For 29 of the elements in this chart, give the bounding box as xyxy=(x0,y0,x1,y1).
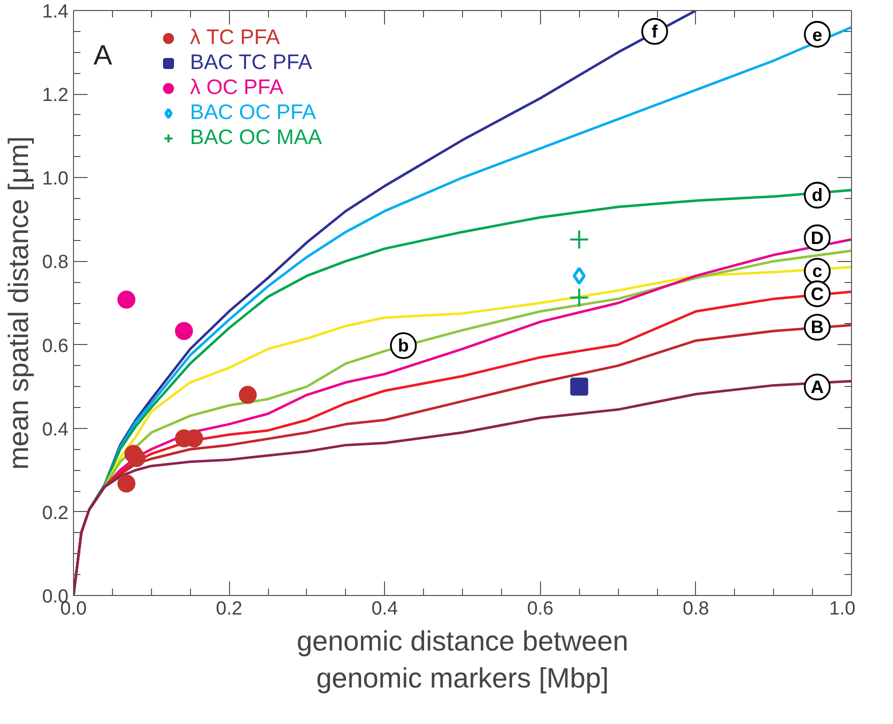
legend-label: BAC OC MAA xyxy=(190,126,322,150)
annotation: A xyxy=(94,40,112,70)
x-tick-label: 0.2 xyxy=(216,598,242,620)
x-tick-label: 0.4 xyxy=(371,598,398,620)
annotation: D xyxy=(810,228,824,248)
y-tick-label: 0.6 xyxy=(42,336,69,357)
annotation: B xyxy=(810,317,824,338)
y-axis-title: mean spatial distance [μm] xyxy=(3,136,34,470)
y-tick-label: 0.4 xyxy=(42,419,69,440)
x-tick-label: 0.6 xyxy=(527,598,554,620)
y-tick-label: 1.2 xyxy=(42,85,69,106)
x-tick-label: 0.8 xyxy=(682,598,710,620)
legend-label: λ TC PFA xyxy=(190,26,280,50)
y-tick-label: 1.0 xyxy=(42,168,69,190)
annotation: f xyxy=(652,21,659,42)
annotation: e xyxy=(812,24,822,45)
annotation: c xyxy=(812,261,822,282)
y-tick-label: 1.4 xyxy=(42,2,69,22)
annotation: d xyxy=(812,185,823,206)
legend-label: BAC TC PFA xyxy=(190,51,312,75)
y-tick-label: 0.8 xyxy=(42,252,69,274)
legend-label: BAC OC PFA xyxy=(190,101,316,125)
annotation: b xyxy=(398,336,409,356)
x-tick-label: 1.0 xyxy=(829,598,856,620)
legend-label: λ OC PFA xyxy=(190,76,284,100)
x-axis-title: genomic distance between genomic markers [Mbp] xyxy=(296,626,628,694)
y-tick-label: 0.2 xyxy=(42,502,69,524)
annotation: C xyxy=(810,284,824,304)
annotation: A xyxy=(810,376,824,397)
